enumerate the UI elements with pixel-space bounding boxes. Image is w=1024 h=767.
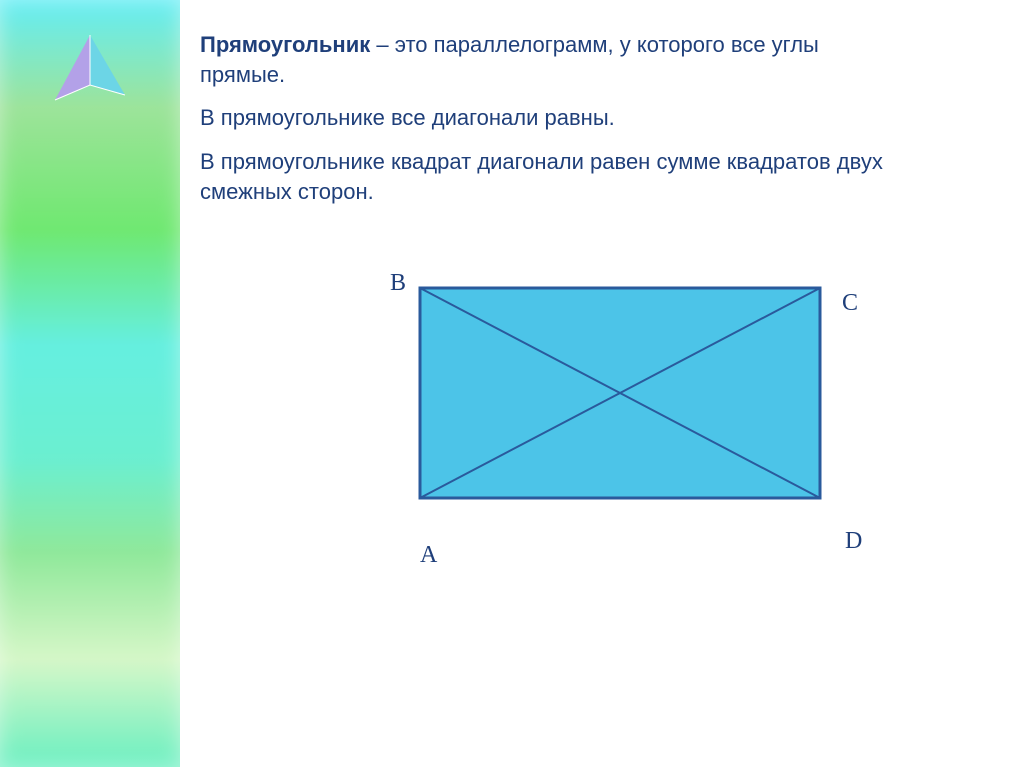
vertex-label-a: A	[420, 542, 437, 569]
rectangle-diagram-svg	[360, 240, 880, 580]
definition-paragraph: Прямоугольник – это параллелограмм, у ко…	[200, 30, 900, 89]
vertex-label-b: B	[390, 270, 406, 297]
diagram: A B C D	[360, 240, 880, 580]
vertex-label-c: C	[842, 290, 858, 317]
vertex-label-d: D	[845, 528, 862, 555]
term-rectangle: Прямоугольник	[200, 32, 370, 57]
left-band-svg	[0, 0, 180, 767]
text-content: Прямоугольник – это параллелограмм, у ко…	[200, 30, 900, 220]
decorative-left-band	[0, 0, 180, 767]
property-2: В прямоугольнике квадрат диагонали равен…	[200, 147, 900, 206]
property-1: В прямоугольнике все диагонали равны.	[200, 103, 900, 133]
slide: Прямоугольник – это параллелограмм, у ко…	[0, 0, 1024, 767]
